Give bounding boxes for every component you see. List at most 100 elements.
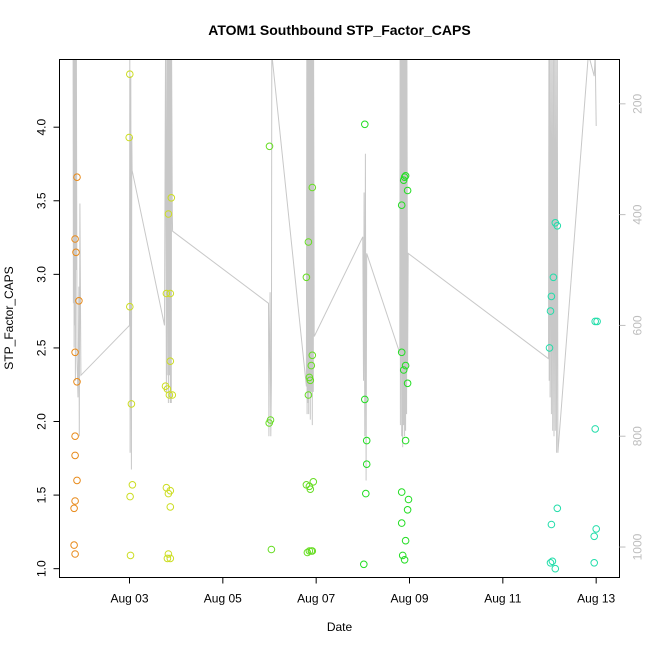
right-tick-label: 600 bbox=[631, 315, 645, 335]
right-tick-label: 800 bbox=[631, 426, 645, 446]
scatter-point bbox=[553, 504, 562, 513]
y-tick-label: 1.0 bbox=[35, 560, 49, 577]
scatter-point bbox=[126, 551, 135, 560]
scatter-point bbox=[166, 554, 175, 563]
scatter-point bbox=[400, 556, 409, 564]
scatter-point bbox=[397, 348, 406, 357]
x-tick-label: Aug 13 bbox=[577, 592, 615, 606]
y-tick-label: 3.5 bbox=[35, 192, 49, 209]
scatter-point bbox=[362, 460, 371, 469]
scatter-point bbox=[70, 541, 78, 549]
y-tick-label: 1.5 bbox=[35, 486, 49, 503]
scatter-point bbox=[362, 489, 370, 498]
scatter-point bbox=[401, 361, 410, 370]
y-tick-label: 3.0 bbox=[35, 266, 49, 283]
x-tick-label: Aug 05 bbox=[204, 592, 242, 606]
chart-title: ATOM1 Southbound STP_Factor_CAPS bbox=[208, 22, 470, 38]
scatter-point bbox=[165, 391, 174, 399]
scatter-point bbox=[397, 519, 406, 527]
scatter-point bbox=[307, 361, 316, 370]
x-tick-label: Aug 07 bbox=[297, 592, 335, 606]
scatter-point bbox=[71, 348, 79, 357]
scatter-point bbox=[167, 194, 176, 202]
scatter-point bbox=[73, 173, 81, 181]
x-tick-label: Aug 11 bbox=[484, 592, 521, 606]
scatter-point bbox=[361, 120, 369, 129]
scatter-point bbox=[166, 486, 175, 495]
scatter-point bbox=[303, 548, 312, 557]
scatter-point bbox=[302, 273, 311, 282]
scatter-point bbox=[546, 307, 555, 315]
scatter-point bbox=[128, 481, 137, 489]
scatter-point bbox=[166, 503, 175, 511]
scatter-point bbox=[545, 344, 554, 352]
scatter-point bbox=[309, 478, 318, 486]
scatter-point bbox=[71, 451, 79, 460]
scatter-point bbox=[361, 395, 369, 404]
scatter-point bbox=[265, 142, 274, 151]
scatter-point bbox=[308, 547, 317, 555]
scatter-point bbox=[553, 222, 562, 230]
x-axis-label: Date bbox=[327, 620, 353, 634]
scatter-point bbox=[71, 235, 79, 243]
scatter-point bbox=[590, 532, 599, 541]
scatter-point bbox=[404, 495, 413, 504]
y-tick-label: 2.5 bbox=[35, 339, 49, 356]
scatter-point bbox=[71, 432, 79, 441]
scatter-points bbox=[70, 70, 601, 573]
scatter-point bbox=[73, 378, 81, 386]
scatter-point bbox=[403, 506, 412, 514]
scatter-point bbox=[401, 436, 410, 445]
scatter-point bbox=[70, 504, 78, 513]
scatter-point bbox=[403, 379, 412, 388]
scatter-point bbox=[399, 176, 408, 184]
scatter-point bbox=[164, 550, 173, 558]
grey-series-line bbox=[72, 59, 597, 481]
scatter-point bbox=[126, 70, 134, 78]
scatter-point bbox=[308, 351, 317, 360]
scatter-point bbox=[593, 317, 601, 326]
scatter-point bbox=[75, 297, 83, 305]
scatter-point bbox=[306, 485, 315, 494]
x-tick-label: Aug 09 bbox=[390, 592, 428, 606]
scatter-point bbox=[166, 289, 175, 298]
scatter-point bbox=[304, 238, 313, 246]
scatter-point bbox=[591, 317, 600, 326]
scatter-point bbox=[267, 545, 276, 554]
scatter-point bbox=[162, 289, 171, 298]
scatter-point bbox=[164, 210, 173, 218]
scatter-point bbox=[403, 186, 412, 195]
scatter-point bbox=[126, 492, 134, 501]
scatter-point bbox=[265, 419, 274, 427]
scatter-point bbox=[547, 292, 556, 301]
scatter-point bbox=[73, 476, 81, 485]
x-tick-label: Aug 03 bbox=[110, 592, 148, 606]
right-tick-label: 1000 bbox=[631, 533, 645, 560]
plot-frame bbox=[59, 59, 620, 578]
scatter-point bbox=[397, 201, 406, 209]
scatter-point bbox=[305, 547, 314, 555]
scatter-point bbox=[397, 488, 406, 496]
scatter-point bbox=[401, 536, 410, 545]
scatter-point bbox=[168, 391, 177, 399]
scatter-point bbox=[71, 550, 79, 558]
scatter-point bbox=[308, 183, 317, 192]
scatter-point bbox=[362, 436, 371, 445]
grey-line-series bbox=[72, 59, 597, 481]
scatter-point bbox=[549, 273, 558, 282]
scatter-point bbox=[551, 564, 560, 573]
scatter-point bbox=[548, 557, 557, 566]
scatter-point bbox=[401, 172, 410, 180]
scatter-point bbox=[591, 425, 600, 433]
scatter-point bbox=[72, 248, 80, 257]
right-tick-label: 200 bbox=[631, 93, 645, 113]
scatter-point bbox=[547, 520, 556, 529]
scatter-point bbox=[592, 525, 601, 533]
y-tick-label: 4.0 bbox=[35, 119, 49, 136]
scatter-point bbox=[398, 551, 407, 560]
x-axis: Aug 03 Aug 05 Aug 07 Aug 09 Aug 11 Aug 13 bbox=[110, 577, 616, 606]
scatter-point bbox=[304, 391, 313, 399]
y-axis-right: 200 400 600 800 1000 bbox=[619, 93, 645, 560]
scatter-point bbox=[306, 376, 315, 385]
